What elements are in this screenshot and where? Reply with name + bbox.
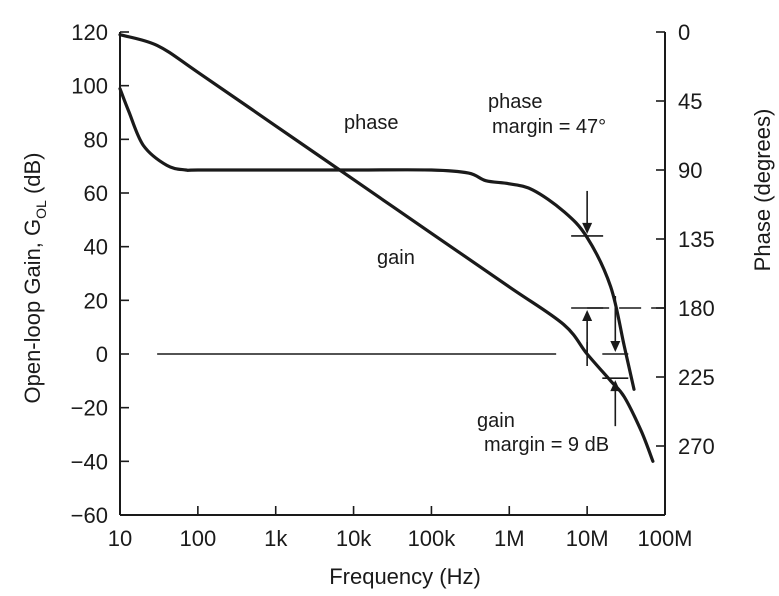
margin-markers: [571, 190, 629, 427]
y-right-tick-label: 45: [678, 89, 702, 114]
x-tick-label: 10k: [336, 526, 372, 551]
y-axis-left-title: Open-loop Gain, GOL (dB): [20, 152, 49, 403]
y-left-tick-label: 60: [84, 181, 108, 206]
gain-margin-arrow-up-head: [610, 380, 621, 392]
phase-margin-arrow-up-head: [582, 310, 593, 321]
phase-curve-label: phase: [344, 112, 399, 134]
y-right-tick-label: 180: [678, 296, 715, 321]
gain-curve: [118, 33, 655, 463]
phase-curve: [118, 87, 636, 391]
y-left-tick-label: 80: [84, 127, 108, 152]
y-left-tick-label: 0: [96, 342, 108, 367]
x-tick-label: 10: [108, 526, 132, 551]
phase-margin-arrow-down-head: [582, 222, 593, 234]
phase-margin-label-line2: margin = 47°: [492, 116, 606, 138]
x-tick-label: 1k: [264, 526, 288, 551]
y-right-tick-label: 90: [678, 158, 702, 183]
y-left-tick-label: 40: [84, 235, 108, 260]
gain-curve-label: gain: [377, 247, 415, 269]
y-right-tick-label: 0: [678, 20, 690, 45]
y-left-tick-label: 20: [84, 288, 108, 313]
curves: [118, 33, 655, 463]
y-right-tick-label: 270: [678, 434, 715, 459]
y-right-tick-label: 135: [678, 227, 715, 252]
y-right-tick-label: 225: [678, 365, 715, 390]
ticks: 10 100 1k 10k 100k 1M 10M 100M 120 100 80 60 40 20 0 −2…: [71, 20, 715, 551]
y-axis-right-title: Phase (degrees): [750, 109, 775, 272]
phase-margin-label-line1: phase: [488, 91, 543, 113]
x-axis-title: Frequency (Hz): [329, 564, 481, 589]
x-tick-label: 100: [179, 526, 216, 551]
y-left-tick-label: −40: [71, 449, 108, 474]
x-tick-label: 100k: [408, 526, 457, 551]
labels: Frequency (Hz) Open-loop Gain, GOL (dB) …: [20, 91, 775, 589]
gain-margin-label-line2: margin = 9 dB: [484, 434, 609, 456]
x-tick-label: 1M: [494, 526, 525, 551]
x-tick-label: 10M: [566, 526, 609, 551]
gain-margin-label-line1: gain: [477, 410, 515, 432]
axes: [119, 32, 666, 516]
y-left-tick-label: −60: [71, 503, 108, 528]
y-left-tick-label: −20: [71, 396, 108, 421]
y-left-tick-label: 120: [71, 20, 108, 45]
x-tick-label: 100M: [637, 526, 692, 551]
y-left-tick-label: 100: [71, 74, 108, 99]
gain-margin-arrow-down-head: [610, 341, 621, 352]
